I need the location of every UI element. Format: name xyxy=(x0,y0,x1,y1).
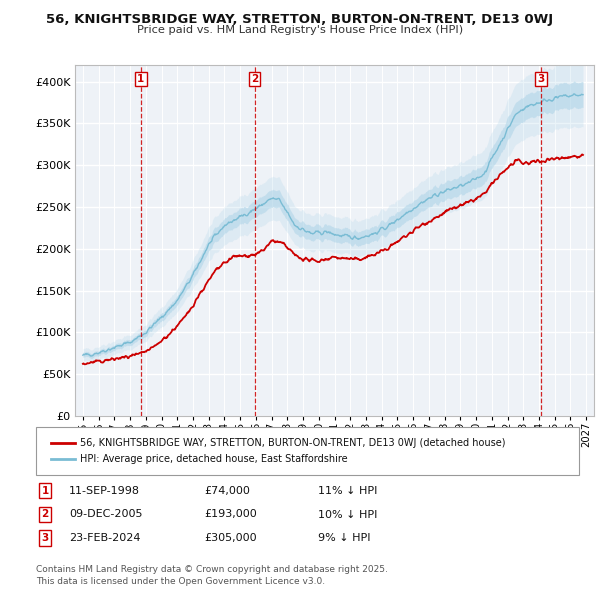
Text: HPI: Average price, detached house, East Staffordshire: HPI: Average price, detached house, East… xyxy=(80,454,347,464)
Text: 23-FEB-2024: 23-FEB-2024 xyxy=(69,533,140,543)
Text: 3: 3 xyxy=(538,74,545,84)
Text: 56, KNIGHTSBRIDGE WAY, STRETTON, BURTON-ON-TRENT, DE13 0WJ: 56, KNIGHTSBRIDGE WAY, STRETTON, BURTON-… xyxy=(46,13,554,26)
Text: £193,000: £193,000 xyxy=(204,510,257,519)
Text: 56, KNIGHTSBRIDGE WAY, STRETTON, BURTON-ON-TRENT, DE13 0WJ (detached house): 56, KNIGHTSBRIDGE WAY, STRETTON, BURTON-… xyxy=(80,438,505,447)
Text: 10% ↓ HPI: 10% ↓ HPI xyxy=(318,510,377,519)
Text: £74,000: £74,000 xyxy=(204,486,250,496)
Text: 1: 1 xyxy=(137,74,145,84)
Text: 11-SEP-1998: 11-SEP-1998 xyxy=(69,486,140,496)
Text: 9% ↓ HPI: 9% ↓ HPI xyxy=(318,533,371,543)
Text: 3: 3 xyxy=(41,533,49,543)
Text: Price paid vs. HM Land Registry's House Price Index (HPI): Price paid vs. HM Land Registry's House … xyxy=(137,25,463,35)
Text: 09-DEC-2005: 09-DEC-2005 xyxy=(69,510,143,519)
Text: 2: 2 xyxy=(251,74,259,84)
Text: £305,000: £305,000 xyxy=(204,533,257,543)
Text: 11% ↓ HPI: 11% ↓ HPI xyxy=(318,486,377,496)
Text: Contains HM Land Registry data © Crown copyright and database right 2025.
This d: Contains HM Land Registry data © Crown c… xyxy=(36,565,388,586)
Text: 2: 2 xyxy=(41,510,49,519)
Text: 1: 1 xyxy=(41,486,49,496)
